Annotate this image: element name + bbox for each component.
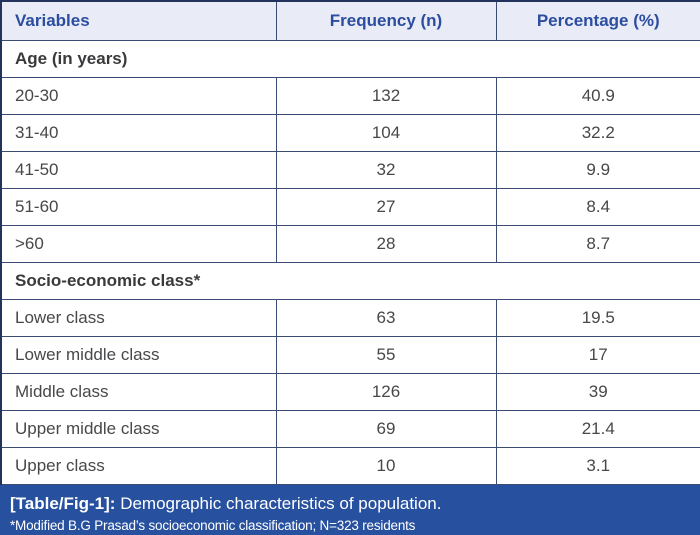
- column-header-percentage: Percentage (%): [495, 1, 700, 41]
- column-header-frequency: Frequency (n): [275, 1, 497, 41]
- row-label: >60: [0, 225, 277, 263]
- row-label: Lower class: [0, 299, 277, 337]
- frequency-cell: 69: [275, 410, 497, 448]
- table-row: 20-30 132 40.9: [0, 77, 700, 115]
- frequency-cell: 63: [275, 299, 497, 337]
- frequency-cell: 104: [275, 114, 497, 152]
- row-label: Middle class: [0, 373, 277, 411]
- percentage-cell: 32.2: [495, 114, 700, 152]
- header-row: Variables Frequency (n) Percentage (%): [0, 1, 700, 41]
- frequency-cell: 27: [275, 188, 497, 226]
- percentage-cell: 39: [495, 373, 700, 411]
- percentage-cell: 8.4: [495, 188, 700, 226]
- table-row: Upper class 10 3.1: [0, 447, 700, 485]
- table-row: 31-40 104 32.2: [0, 114, 700, 152]
- table-row: >60 28 8.7: [0, 225, 700, 263]
- frequency-cell: 126: [275, 373, 497, 411]
- caption-line: [Table/Fig-1]: Demographic characteristi…: [10, 492, 688, 516]
- section-row-age: Age (in years): [0, 40, 700, 78]
- column-header-variables: Variables: [0, 1, 277, 41]
- percentage-cell: 40.9: [495, 77, 700, 115]
- frequency-cell: 32: [275, 151, 497, 189]
- frequency-cell: 55: [275, 336, 497, 374]
- row-label: Upper middle class: [0, 410, 277, 448]
- caption-label: [Table/Fig-1]:: [10, 494, 116, 513]
- percentage-cell: 17: [495, 336, 700, 374]
- table-row: Lower class 63 19.5: [0, 299, 700, 337]
- section-title: Socio-economic class*: [0, 262, 700, 300]
- table-row: 51-60 27 8.4: [0, 188, 700, 226]
- row-label: 20-30: [0, 77, 277, 115]
- frequency-cell: 132: [275, 77, 497, 115]
- section-title: Age (in years): [0, 40, 700, 78]
- row-label: Upper class: [0, 447, 277, 485]
- percentage-cell: 9.9: [495, 151, 700, 189]
- row-label: 51-60: [0, 188, 277, 226]
- percentage-cell: 19.5: [495, 299, 700, 337]
- row-label: Lower middle class: [0, 336, 277, 374]
- caption-footnote: *Modified B.G Prasad’s socioeconomic cla…: [10, 518, 416, 533]
- table-row: 41-50 32 9.9: [0, 151, 700, 189]
- percentage-cell: 8.7: [495, 225, 700, 263]
- table-caption-bar: [Table/Fig-1]: Demographic characteristi…: [0, 485, 700, 535]
- row-label: 31-40: [0, 114, 277, 152]
- percentage-cell: 21.4: [495, 410, 700, 448]
- section-row-socioeconomic: Socio-economic class*: [0, 262, 700, 300]
- frequency-cell: 28: [275, 225, 497, 263]
- frequency-cell: 10: [275, 447, 497, 485]
- table-row: Upper middle class 69 21.4: [0, 410, 700, 448]
- table-row: Lower middle class 55 17: [0, 336, 700, 374]
- percentage-cell: 3.1: [495, 447, 700, 485]
- demographics-table: Variables Frequency (n) Percentage (%) A…: [0, 0, 700, 485]
- table-row: Middle class 126 39: [0, 373, 700, 411]
- row-label: 41-50: [0, 151, 277, 189]
- caption-text: Demographic characteristics of populatio…: [120, 494, 442, 513]
